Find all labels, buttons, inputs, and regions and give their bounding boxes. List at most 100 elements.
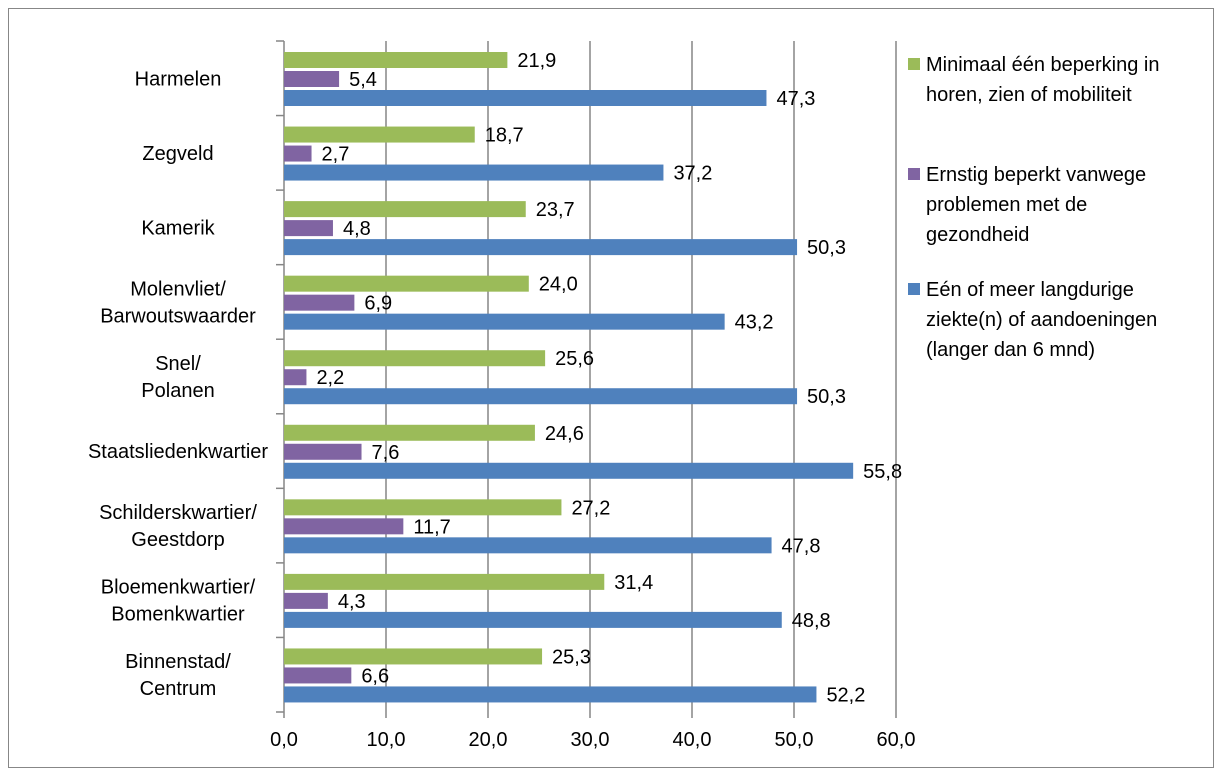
legend-label-line: Minimaal één beperking in — [926, 54, 1159, 76]
x-tick-label: 40,0 — [673, 729, 712, 751]
bar-series-1 — [284, 424, 535, 441]
bar-series-1 — [284, 126, 475, 143]
x-tick-label: 50,0 — [775, 729, 814, 751]
data-label: 25,6 — [555, 348, 594, 370]
category-label-line: Staatsliedenkwartier — [88, 441, 268, 463]
bar-series-3 — [284, 686, 817, 703]
x-tick-label: 20,0 — [469, 729, 508, 751]
category-label: Bloemenkwartier/Bomenkwartier — [101, 577, 256, 626]
category-label: Schilderskwartier/Geestdorp — [99, 502, 257, 551]
category-label-line: Zegveld — [142, 143, 213, 165]
data-label: 2,7 — [322, 144, 350, 166]
bar-series-1 — [284, 201, 526, 218]
bar-series-2 — [284, 294, 355, 311]
bar-series-1 — [284, 573, 605, 590]
bar-series-3 — [284, 313, 725, 330]
category-label-line: Snel/ — [155, 353, 201, 375]
data-label: 47,3 — [776, 88, 815, 110]
data-label: 47,8 — [782, 535, 821, 557]
x-tick-label: 0,0 — [270, 729, 298, 751]
bar-series-1 — [284, 275, 529, 292]
bar-series-1 — [284, 499, 562, 516]
bar-series-2 — [284, 443, 362, 460]
x-tick-label: 10,0 — [367, 729, 406, 751]
bar-series-1 — [284, 52, 508, 68]
data-label: 27,2 — [571, 497, 610, 519]
x-tick-label: 60,0 — [877, 729, 916, 751]
data-label: 31,4 — [614, 572, 653, 594]
data-label: 24,0 — [539, 274, 578, 296]
bar-series-2 — [284, 518, 404, 535]
bar-series-2 — [284, 369, 307, 386]
data-label: 21,9 — [517, 50, 556, 72]
data-label: 4,8 — [343, 218, 371, 240]
bar-series-3 — [284, 388, 798, 405]
bar-series-1 — [284, 648, 543, 665]
category-label-line: Barwoutswaarder — [100, 305, 256, 327]
bar-series-2 — [284, 145, 312, 162]
bar-series-3 — [284, 537, 772, 554]
data-label: 6,6 — [361, 665, 389, 687]
data-label: 48,8 — [792, 610, 831, 632]
category-label-line: Binnenstad/ — [125, 651, 231, 673]
data-label: 18,7 — [485, 125, 524, 147]
data-label: 5,4 — [349, 69, 377, 91]
data-label: 11,7 — [413, 516, 450, 538]
bar-series-2 — [284, 667, 352, 684]
category-label-line: Harmelen — [135, 68, 222, 90]
data-label: 23,7 — [536, 199, 575, 221]
data-label: 6,9 — [364, 293, 392, 315]
bar-series-3 — [284, 90, 767, 106]
data-label: 4,3 — [338, 591, 366, 613]
x-tick-label: 30,0 — [571, 729, 610, 751]
legend-label: Minimaal één beperking in horen, zien of … — [926, 54, 1159, 106]
data-label: 2,2 — [316, 367, 344, 389]
category-label-line: Schilderskwartier/ — [99, 502, 257, 524]
legend-label-line: ziekte(n) of aandoeningen — [926, 309, 1157, 331]
legend-label-line: gezondheid — [926, 224, 1029, 246]
legend-label-line: horen, zien of mobiliteit — [926, 84, 1132, 106]
category-label-line: Polanen — [141, 380, 214, 402]
bar-series-2 — [284, 592, 328, 609]
category-label-line: Geestdorp — [131, 529, 224, 551]
legend-label: Ernstig beperkt vanwege problemen met de g… — [926, 164, 1146, 246]
category-label: Harmelen — [135, 68, 222, 90]
data-label: 50,3 — [807, 386, 846, 408]
data-label: 37,2 — [673, 163, 712, 185]
data-label: 52,2 — [826, 684, 865, 706]
legend-swatch — [908, 58, 920, 70]
bar-series-2 — [284, 71, 340, 87]
legend-label-line: problemen met de — [926, 194, 1087, 216]
data-label: 24,6 — [545, 423, 584, 445]
data-label: 43,2 — [735, 312, 774, 334]
data-label: 50,3 — [807, 237, 846, 259]
bar-series-3 — [284, 611, 782, 628]
category-label-line: Bomenkwartier — [111, 604, 245, 626]
chart-frame — [8, 8, 1214, 768]
category-label-line: Molenvliet/ — [130, 278, 226, 300]
bar-series-3 — [284, 462, 854, 479]
bar-series-3 — [284, 164, 664, 181]
legend-swatch — [908, 168, 920, 180]
bar-series-1 — [284, 350, 546, 367]
data-label: 25,3 — [552, 646, 591, 668]
category-label: Snel/Polanen — [141, 353, 214, 402]
category-label: Kamerik — [141, 217, 215, 239]
bar-series-2 — [284, 220, 333, 237]
category-label: Binnenstad/Centrum — [125, 651, 231, 700]
category-label: Molenvliet/Barwoutswaarder — [100, 278, 256, 327]
category-label: Staatsliedenkwartier — [88, 441, 268, 463]
legend-label-line: Eén of meer langdurige — [926, 279, 1134, 301]
category-label-line: Bloemenkwartier/ — [101, 577, 256, 599]
category-label: Zegveld — [142, 143, 213, 165]
bar-series-3 — [284, 239, 798, 256]
category-label-line: Kamerik — [141, 217, 215, 239]
data-label: 55,8 — [863, 461, 902, 483]
legend-label: Eén of meer langdurige ziekte(n) of aando… — [926, 279, 1157, 361]
category-label-line: Centrum — [140, 678, 217, 700]
legend-swatch — [908, 283, 920, 295]
data-label: 7,6 — [372, 442, 400, 464]
legend-label-line: (langer dan 6 mnd) — [926, 339, 1095, 361]
legend-label-line: Ernstig beperkt vanwege — [926, 164, 1146, 186]
